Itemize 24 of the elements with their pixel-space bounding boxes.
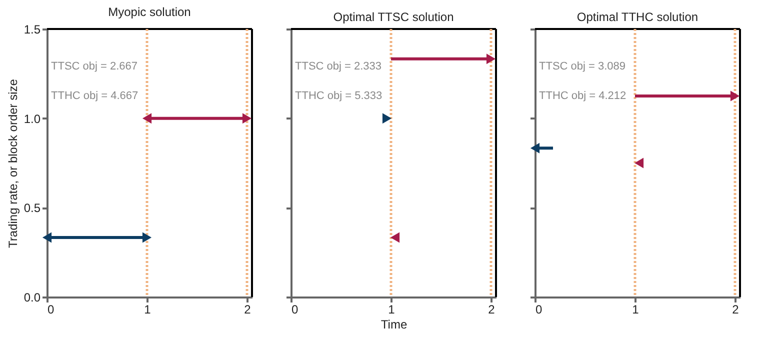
x-tick-label: 1 bbox=[388, 302, 396, 316]
x-tick-label: 2 bbox=[732, 302, 740, 316]
x-tick-label: 0 bbox=[536, 302, 542, 316]
annotation: TTSC obj = 2.667 bbox=[51, 60, 138, 73]
y-tick-label: 0.5 bbox=[24, 201, 41, 216]
y-tick-label: 1.0 bbox=[24, 112, 41, 126]
x-tick-label: 0 bbox=[48, 302, 54, 316]
chart-title: Optimal TTSC solution bbox=[333, 10, 454, 24]
y-axis-title: Trading rate, or block order size bbox=[6, 78, 20, 248]
x-tick-label: 0 bbox=[292, 302, 298, 316]
chart-title: Optimal TTHC solution bbox=[576, 10, 698, 24]
annotation: TTHC obj = 4.667 bbox=[51, 90, 138, 102]
x-tick-label: 1 bbox=[632, 302, 640, 316]
x-axis-title: Time bbox=[380, 318, 408, 332]
x-tick-label: 2 bbox=[488, 302, 496, 316]
annotation: TTHC obj = 5.333 bbox=[295, 90, 382, 102]
y-tick-label: 0.0 bbox=[24, 290, 41, 304]
annotation: TTSC obj = 3.089 bbox=[539, 60, 626, 73]
chart-title: Myopic solution bbox=[108, 5, 191, 19]
x-tick-label: 1 bbox=[144, 302, 152, 316]
annotation: TTHC obj = 4.212 bbox=[539, 90, 626, 102]
x-tick-label: 2 bbox=[244, 302, 252, 316]
y-tick-label: 1.5 bbox=[24, 22, 41, 36]
annotation: TTSC obj = 2.333 bbox=[295, 60, 382, 73]
